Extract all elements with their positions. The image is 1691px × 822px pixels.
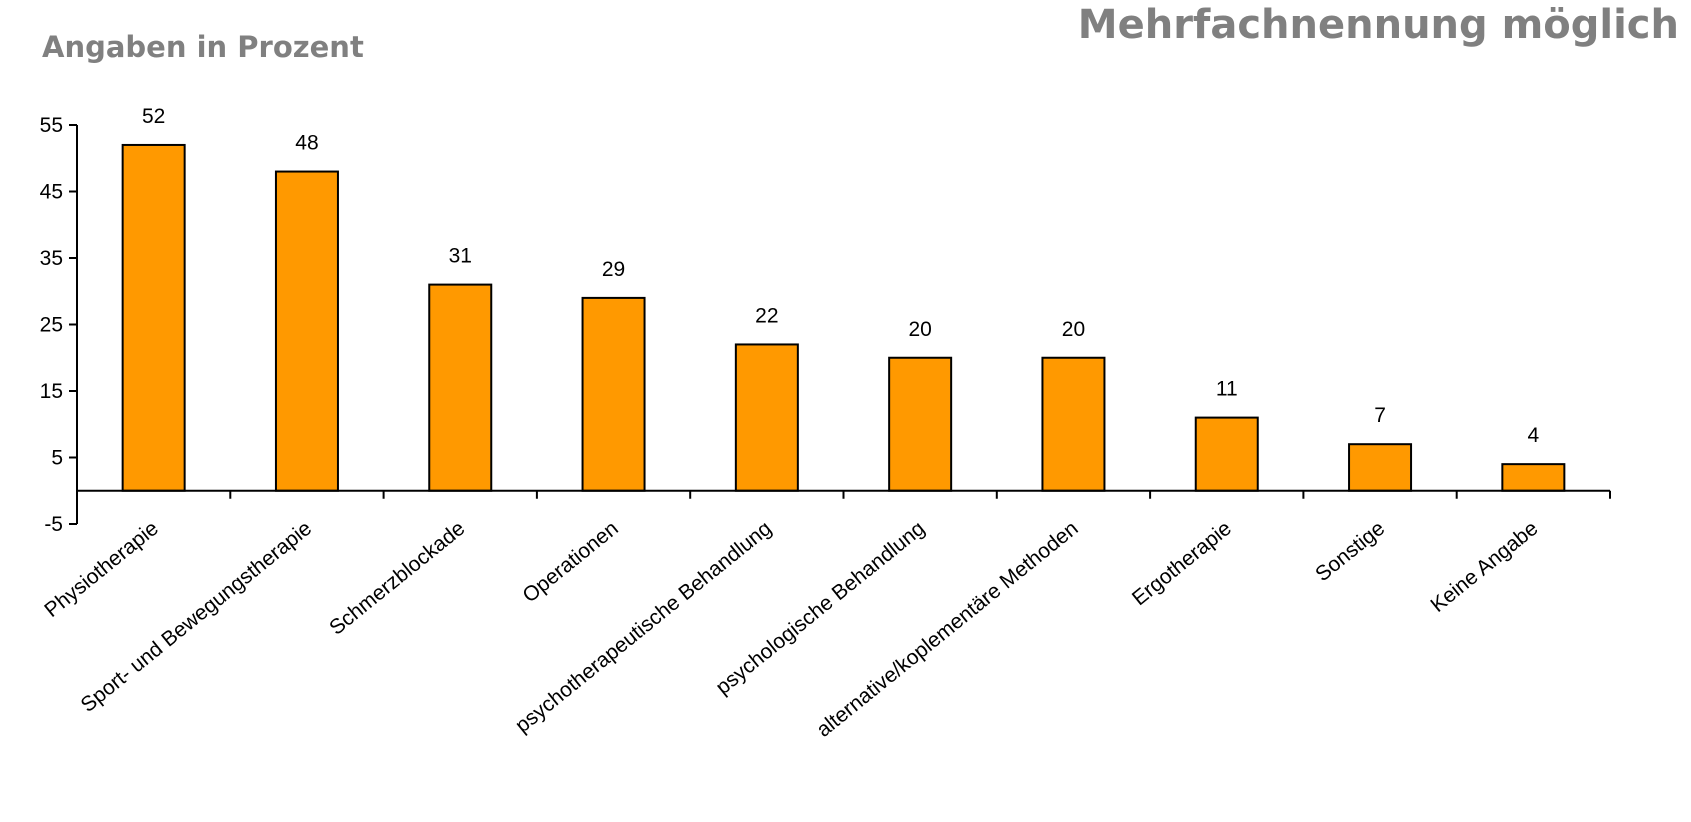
y-tick-label: 5 <box>51 447 63 470</box>
data-label: 31 <box>449 245 472 268</box>
y-tick-label: 45 <box>40 181 63 204</box>
bar <box>428 283 493 492</box>
y-tick-label: 35 <box>40 247 63 270</box>
data-label: 52 <box>142 105 165 128</box>
bars: 52 48 31 29 22 20 20 11 7 4 <box>121 105 1566 492</box>
data-label: 20 <box>908 318 931 341</box>
category-label: Schmerzblockade <box>325 517 469 640</box>
bar <box>581 296 646 492</box>
y-tick-label: 25 <box>40 314 63 337</box>
chart-subtitle: Angaben in Prozent <box>42 30 364 64</box>
bar <box>888 356 953 492</box>
bar <box>1348 443 1413 492</box>
category-label: alternative/koplementäre Methoden <box>812 517 1082 742</box>
category-label: psychotherapeutische Behandlung <box>511 517 776 738</box>
y-tick-label: -5 <box>44 513 63 536</box>
category-label: Ergotherapie <box>1128 517 1236 611</box>
y-axis: -5 5 15 25 35 45 55 <box>40 114 78 536</box>
data-label: 4 <box>1528 424 1540 447</box>
category-label: Keine Angabe <box>1426 517 1542 617</box>
y-tick-label: 15 <box>40 380 63 403</box>
bar <box>121 143 186 492</box>
data-label: 48 <box>295 132 318 155</box>
chart-note: Mehrfachnennung möglich <box>1077 2 1679 48</box>
bar <box>734 343 799 492</box>
data-label: 20 <box>1062 318 1085 341</box>
y-tick-label: 55 <box>40 114 63 137</box>
bar <box>1041 356 1106 492</box>
bar <box>274 170 339 492</box>
bar <box>1501 463 1566 492</box>
category-label: Operationen <box>518 517 622 608</box>
data-label: 29 <box>602 258 625 281</box>
data-label: 7 <box>1374 404 1386 427</box>
data-label: 22 <box>755 304 778 327</box>
category-label: Sonstige <box>1311 517 1389 586</box>
bar <box>1194 416 1259 492</box>
data-label: 11 <box>1216 378 1238 401</box>
